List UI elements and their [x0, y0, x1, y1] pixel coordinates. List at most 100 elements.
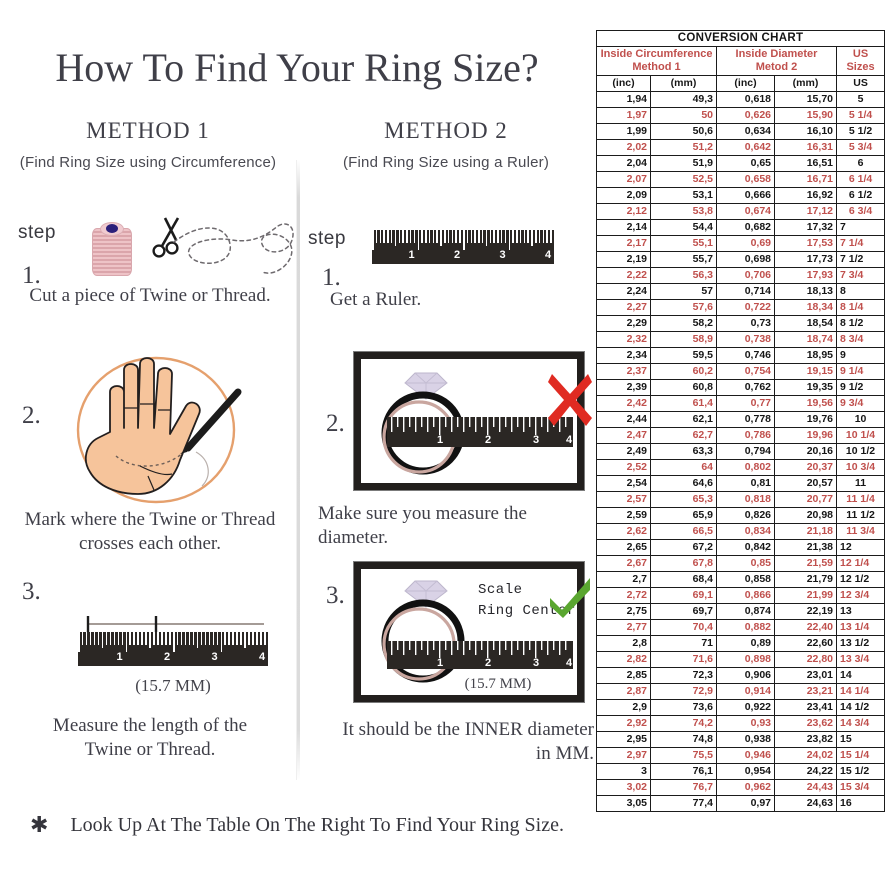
method-1-column: METHOD 1 (Find Ring Size using Circumfer…	[0, 118, 296, 171]
ring-on-ruler-correct-icon: 1 2 3 4	[381, 580, 573, 683]
ruler-tick	[425, 230, 427, 243]
cell-us-size: 11	[835, 475, 886, 492]
cell-circ-mm: 64	[650, 459, 717, 476]
col-header-diam-inc: (inc)	[716, 75, 775, 92]
cell-circ-mm: 58,9	[650, 331, 717, 348]
cell-diam-inc: 0,714	[716, 283, 775, 300]
ruler-tick	[523, 230, 526, 243]
table-body: 1,94 49,3 0,618 15,70 5 1,97 50 0,626 15,90 5 1/4…	[596, 91, 886, 812]
table-row: 2,47 62,7 0,786 19,96 10 1/4	[596, 427, 886, 444]
cell-circ-inc: 2,8	[596, 635, 651, 652]
table-row: 2,39 60,8 0,762 19,35 9 1/2	[596, 379, 886, 396]
table-row: 1,99 50,6 0,634 16,10 5 1/2	[596, 123, 886, 140]
cell-circ-inc: 2,49	[596, 443, 651, 460]
cell-circ-mm: 65,3	[650, 491, 717, 508]
cell-circ-inc: 2,14	[596, 219, 651, 236]
cell-circ-inc: 2,29	[596, 315, 651, 332]
ruler-tick	[117, 632, 120, 645]
cell-us-size: 10 1/2	[835, 443, 886, 460]
cell-us-size: 12 1/2	[835, 571, 886, 588]
cell-us-size: 14 1/2	[835, 699, 886, 716]
table-row: 2,24 57 0,714 18,13 8	[596, 283, 886, 300]
cell-circ-inc: 2,04	[596, 155, 651, 172]
cell-circ-inc: 2,59	[596, 507, 651, 524]
cell-us-size: 7	[835, 219, 886, 236]
cell-circ-inc: 2,7	[596, 571, 651, 588]
ruler-tick	[489, 230, 492, 243]
scissors-icon	[152, 217, 180, 258]
svg-text:1: 1	[437, 434, 443, 446]
ruler-tick	[81, 632, 84, 645]
ruler-tick	[240, 632, 242, 645]
table-row: 3 76,1 0,954 24,22 15 1/2	[596, 763, 886, 780]
m2-step3-illustration-frame: 1 2 3 4	[353, 561, 585, 703]
table-row: 2,92 74,2 0,93 23,62 14 3/4	[596, 715, 886, 732]
cell-diam-inc: 0,618	[716, 91, 775, 108]
measured-thread-icon	[86, 616, 264, 632]
table-row: 2,8 71 0,89 22,60 13 1/2	[596, 635, 886, 652]
cell-circ-inc: 3,05	[596, 795, 651, 812]
ruler-tick	[508, 230, 510, 250]
cell-us-size: 8	[835, 283, 886, 300]
cell-circ-inc: 2,24	[596, 283, 651, 300]
cell-circ-inc: 2,09	[596, 187, 651, 204]
ruler-tick	[145, 632, 147, 645]
cell-diam-mm: 22,60	[774, 635, 837, 652]
cell-us-size: 14	[835, 667, 886, 684]
cell-diam-inc: 0,682	[716, 219, 775, 236]
cell-circ-mm: 70,4	[650, 619, 717, 636]
ruler-tick	[375, 230, 378, 243]
ruler-tick	[413, 230, 416, 243]
ruler-tick	[180, 632, 183, 645]
cell-circ-mm: 75,5	[650, 747, 717, 764]
cell-diam-mm: 18,54	[774, 315, 837, 332]
table-row: 2,07 52,5 0,658 16,71 6 1/4	[596, 171, 886, 188]
cell-diam-inc: 0,834	[716, 523, 775, 540]
cell-circ-mm: 71,6	[650, 651, 717, 668]
cell-us-size: 11 1/2	[835, 507, 886, 524]
cell-circ-inc: 2,32	[596, 331, 651, 348]
table-row: 2,54 64,6 0,81 20,57 11	[596, 475, 886, 492]
ruler-tick	[550, 230, 552, 243]
col-header-diam-mm: (mm)	[774, 75, 837, 92]
cell-us-size: 12 3/4	[835, 587, 886, 604]
hand-with-pen-icon	[76, 356, 242, 504]
ruler-tick	[409, 230, 412, 243]
m2-step3-number: 3.	[326, 582, 345, 609]
cell-us-size: 13	[835, 603, 886, 620]
cell-circ-inc: 2,97	[596, 747, 651, 764]
cell-diam-inc: 0,962	[716, 779, 775, 796]
ruler-tick	[390, 230, 393, 243]
table-row: 2,42 61,4 0,77 19,56 9 3/4	[596, 395, 886, 412]
m2-step2-number: 2.	[326, 410, 345, 437]
ruler-tick	[248, 632, 250, 645]
correct-check-icon	[550, 578, 590, 618]
m1-step1-step-word: step	[18, 222, 56, 243]
ruler-tick	[204, 632, 207, 645]
ruler-tick	[451, 230, 454, 243]
cell-circ-mm: 51,9	[650, 155, 717, 172]
svg-text:4: 4	[566, 657, 573, 669]
m2-step3-caption-line2: in MM.	[535, 743, 594, 765]
cell-diam-inc: 0,97	[716, 795, 775, 812]
cell-circ-inc: 2,65	[596, 539, 651, 556]
twine-spool-icon	[92, 222, 132, 280]
m1-step2-caption-line2: crosses each other.	[79, 533, 221, 555]
ruler-tick	[466, 230, 469, 243]
cell-diam-inc: 0,906	[716, 667, 775, 684]
m1-step1-number: 1.	[22, 262, 41, 289]
cell-circ-mm: 54,4	[650, 219, 717, 236]
cell-circ-mm: 62,1	[650, 411, 717, 428]
cell-circ-inc: 2,77	[596, 619, 651, 636]
cell-diam-inc: 0,922	[716, 699, 775, 716]
ruler-tick	[224, 632, 226, 645]
table-title: CONVERSION CHART	[595, 30, 886, 47]
table-row: 2,82 71,6 0,898 22,80 13 3/4	[596, 651, 886, 668]
table-row: 2,67 67,8 0,85 21,59 12 1/4	[596, 555, 886, 572]
ruler-tick	[93, 632, 96, 645]
ruler-tick	[379, 230, 382, 243]
group-header-us-sizes: US Sizes	[835, 46, 886, 76]
ruler-tick	[546, 230, 548, 243]
table-row: 2,29 58,2 0,73 18,54 8 1/2	[596, 315, 886, 332]
cell-diam-mm: 20,77	[774, 491, 837, 508]
